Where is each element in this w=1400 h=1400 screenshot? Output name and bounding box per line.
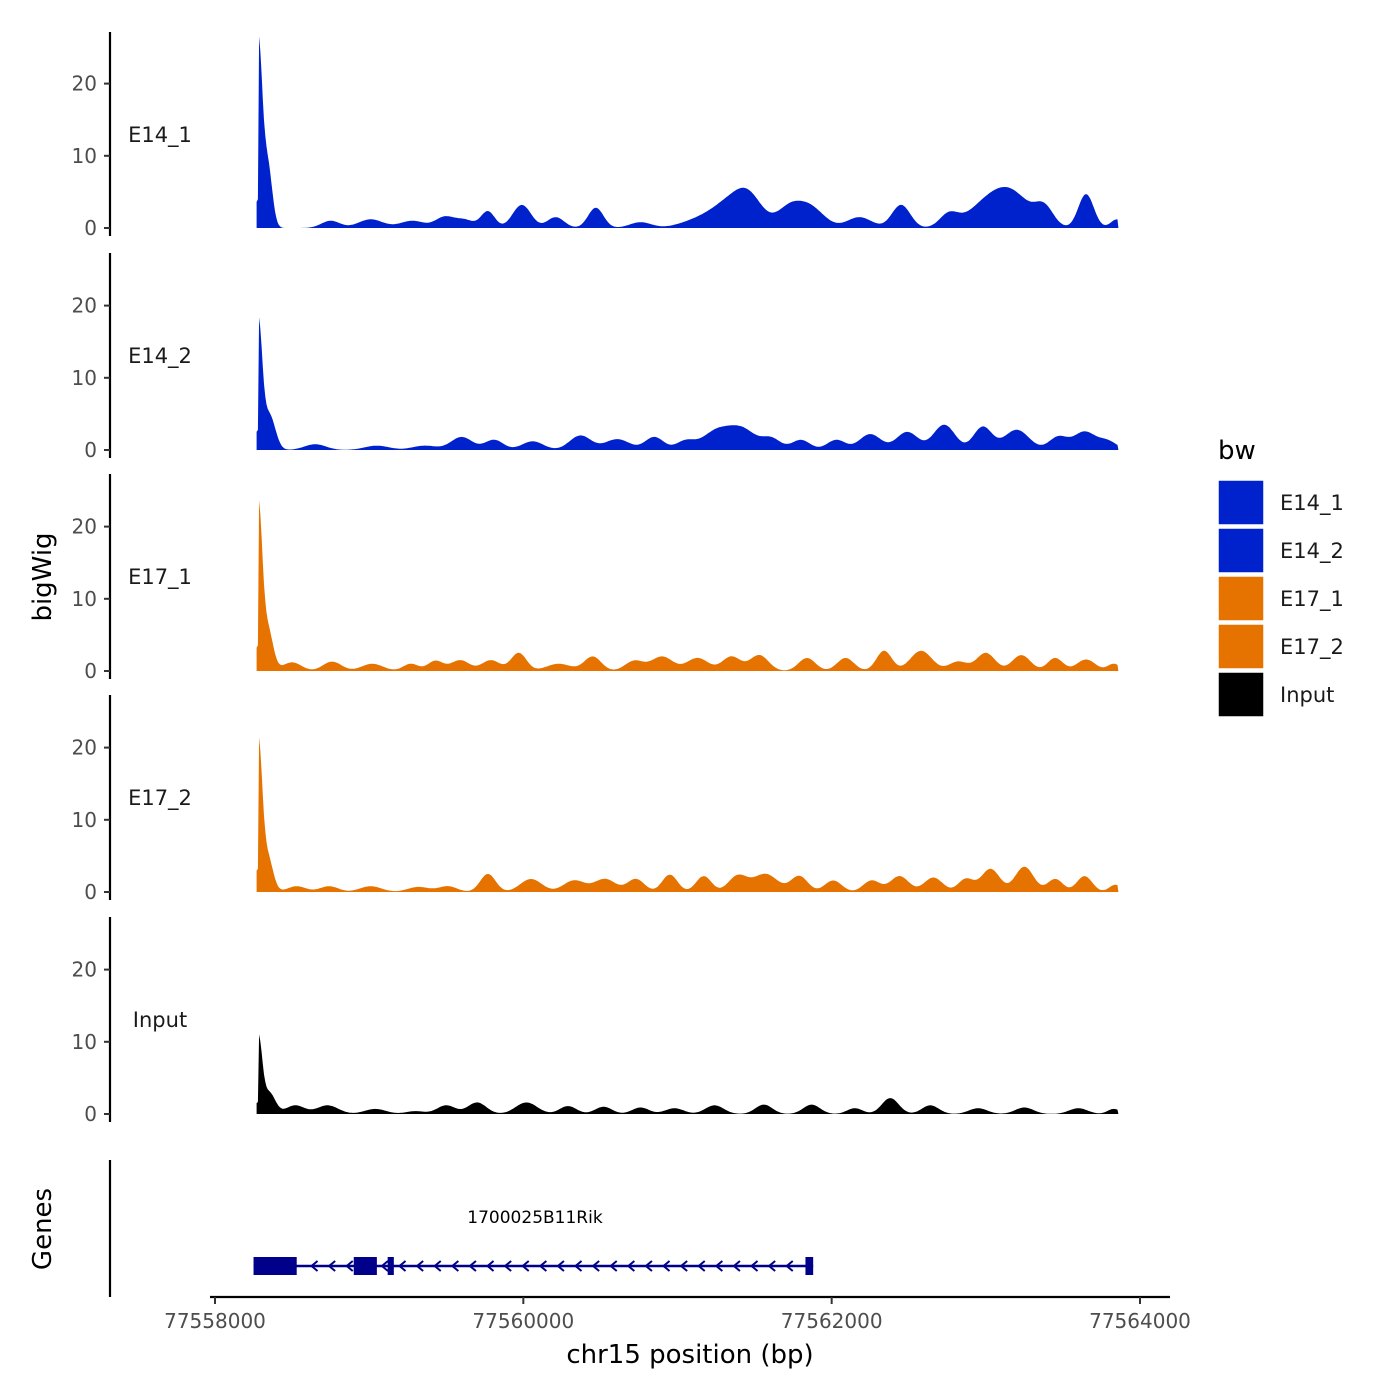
y-axis-title: bigWig bbox=[28, 532, 58, 621]
y-tick-label: 10 bbox=[72, 144, 97, 168]
x-tick-label: 77562000 bbox=[781, 1309, 883, 1333]
y-tick-label: 10 bbox=[72, 808, 97, 832]
strand-arrow bbox=[767, 1260, 776, 1272]
gene-name-label: 1700025B11Rik bbox=[467, 1208, 603, 1228]
y-tick-label: 10 bbox=[72, 1030, 97, 1054]
legend-swatch-e17-2 bbox=[1217, 623, 1265, 670]
strand-arrow bbox=[714, 1260, 723, 1272]
strand-arrow bbox=[697, 1260, 706, 1272]
track-label: E14_2 bbox=[128, 344, 192, 369]
strand-arrow bbox=[785, 1260, 794, 1272]
strand-arrow bbox=[380, 1260, 389, 1272]
strand-arrow bbox=[644, 1260, 653, 1272]
x-tick-label: 77558000 bbox=[164, 1309, 266, 1333]
strand-arrow bbox=[485, 1260, 495, 1272]
coverage-area-input bbox=[256, 1034, 1119, 1114]
strand-arrow bbox=[433, 1260, 442, 1272]
strand-arrow bbox=[503, 1260, 512, 1272]
legend-title: bw bbox=[1218, 436, 1256, 466]
gene-exon bbox=[805, 1257, 814, 1275]
track-label: E17_2 bbox=[128, 786, 192, 811]
strand-arrow bbox=[450, 1260, 459, 1272]
y-tick-label: 20 bbox=[72, 294, 97, 318]
gene-exon bbox=[353, 1257, 377, 1275]
y-tick-label: 0 bbox=[84, 216, 97, 240]
coverage-area-e14-2 bbox=[256, 317, 1119, 450]
strand-arrow bbox=[415, 1260, 424, 1272]
legend-swatch-input bbox=[1217, 671, 1265, 718]
tracks-layer: 0 10 20 E14_1 0 10 20 E14_2 0 10 20 E17_1 0 10 20 E17_2… bbox=[72, 32, 1119, 1126]
legend-label: E14_1 bbox=[1280, 491, 1344, 516]
gene-exon bbox=[387, 1257, 394, 1275]
strand-arrow bbox=[679, 1260, 688, 1272]
strand-arrow bbox=[397, 1260, 407, 1272]
y-tick-label: 20 bbox=[72, 515, 97, 539]
strand-arrow bbox=[538, 1260, 547, 1272]
track-label: Input bbox=[133, 1008, 187, 1032]
y-tick-label: 0 bbox=[84, 880, 97, 904]
strand-arrow bbox=[556, 1260, 565, 1272]
legend-swatch-e17-1 bbox=[1217, 575, 1265, 622]
strand-arrow bbox=[309, 1260, 319, 1272]
strand-arrow bbox=[609, 1260, 618, 1272]
strand-arrow bbox=[327, 1260, 336, 1272]
strand-arrow bbox=[661, 1260, 671, 1272]
coverage-area-e14-1 bbox=[256, 36, 1119, 228]
x-axis-title: chr15 position (bp) bbox=[566, 1340, 813, 1370]
legend: bw E14_1 E14_2 E17_1 E17_2 Input bbox=[1217, 436, 1344, 718]
track-e14-1: 0 10 20 E14_1 bbox=[72, 32, 1119, 240]
y-tick-label: 0 bbox=[84, 1102, 97, 1126]
y-tick-label: 20 bbox=[72, 72, 97, 96]
legend-label: Input bbox=[1280, 683, 1334, 707]
legend-swatch-e14-1 bbox=[1217, 479, 1265, 526]
y-tick-label: 20 bbox=[72, 736, 97, 760]
strand-arrow bbox=[732, 1260, 741, 1272]
strand-arrow bbox=[521, 1260, 530, 1272]
track-label: E17_1 bbox=[128, 565, 192, 590]
track-e17-2: 0 10 20 E17_2 bbox=[72, 695, 1119, 904]
strand-arrow bbox=[626, 1260, 635, 1272]
y-tick-label: 10 bbox=[72, 587, 97, 611]
strand-arrow bbox=[573, 1260, 583, 1272]
y-tick-label: 10 bbox=[72, 366, 97, 390]
y-tick-label: 0 bbox=[84, 659, 97, 683]
genes-track: 1700025B11Rik bbox=[108, 1160, 814, 1297]
track-e14-2: 0 10 20 E14_2 bbox=[72, 253, 1119, 462]
x-tick-label: 77564000 bbox=[1089, 1309, 1191, 1333]
x-axis: 77558000 77560000 77562000 77564000 bbox=[164, 1295, 1191, 1333]
x-tick-label: 77560000 bbox=[472, 1309, 574, 1333]
genes-track-title: Genes bbox=[28, 1188, 58, 1270]
gene-exon bbox=[253, 1257, 297, 1275]
strand-arrow bbox=[468, 1260, 477, 1272]
y-tick-label: 0 bbox=[84, 438, 97, 462]
legend-label: E17_2 bbox=[1280, 635, 1344, 660]
coverage-area-e17-1 bbox=[256, 500, 1119, 671]
coverage-area-e17-2 bbox=[256, 737, 1119, 892]
strand-arrow bbox=[591, 1260, 600, 1272]
strand-arrow bbox=[749, 1260, 759, 1272]
track-label: E14_1 bbox=[128, 123, 192, 148]
legend-swatch-e14-2 bbox=[1217, 527, 1265, 574]
legend-label: E14_2 bbox=[1280, 539, 1344, 564]
track-e17-1: 0 10 20 E17_1 bbox=[72, 474, 1119, 683]
track-input: 0 10 20 Input bbox=[72, 917, 1119, 1126]
strand-arrow bbox=[345, 1260, 354, 1272]
legend-label: E17_1 bbox=[1280, 587, 1344, 612]
y-tick-label: 20 bbox=[72, 958, 97, 982]
